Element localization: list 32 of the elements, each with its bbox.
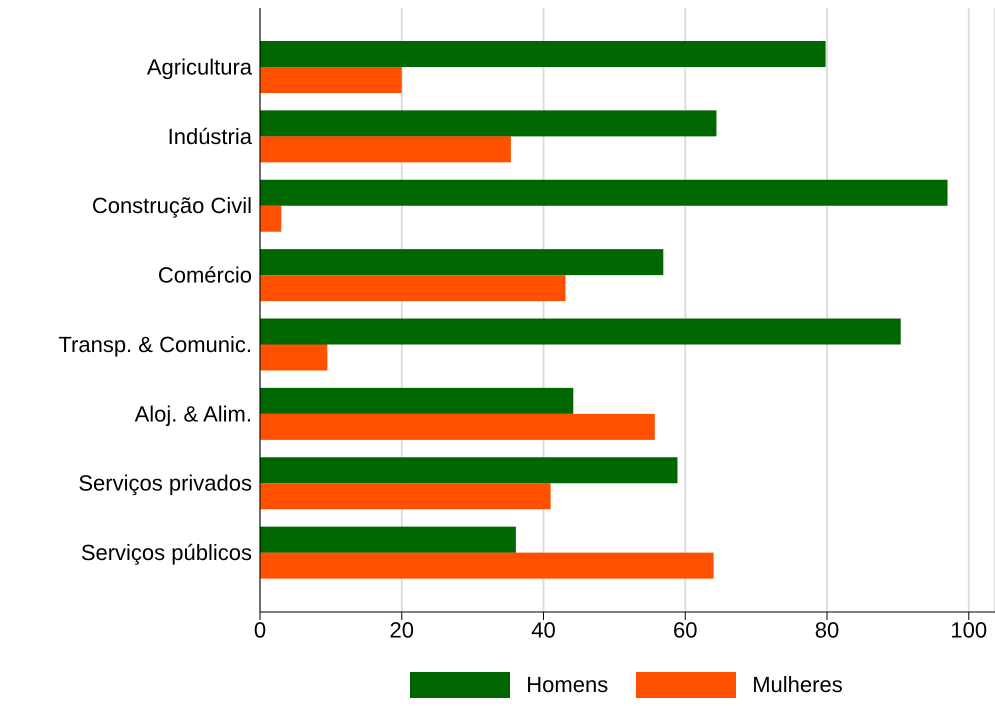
legend-label: Mulheres [752,672,843,698]
bar [260,388,574,414]
bar [260,180,948,206]
bar [260,67,402,93]
bar [260,275,566,302]
y-tick-label: Transp. & Comunic. [58,332,252,357]
x-tick-label: 40 [531,618,556,643]
bar [260,41,826,67]
bar [260,249,664,276]
bar [260,552,714,579]
bar [260,457,678,484]
bar [260,136,511,162]
y-tick-label: Comércio [158,262,252,288]
bar [260,110,716,136]
x-tick-label: 60 [673,618,698,643]
y-tick-label: Indústria [168,124,253,149]
y-tick-label: Serviços privados [78,470,252,496]
y-tick-label: Aloj. & Alim. [134,401,252,426]
bar [260,206,282,232]
bar [260,414,655,440]
bar [260,483,551,510]
x-tick-label: 20 [390,618,414,643]
y-tick-label: Agricultura [146,54,253,80]
y-tick-label: Construção Civil [92,193,252,218]
bar [260,344,328,370]
bar [260,526,516,553]
x-tick-label: 80 [814,618,840,643]
bar [260,318,901,344]
y-tick-label: Serviços públicos [80,540,252,566]
x-tick-label: 100 [950,618,988,643]
x-tick-label: 0 [254,618,266,643]
legend-label: Homens [526,672,608,698]
